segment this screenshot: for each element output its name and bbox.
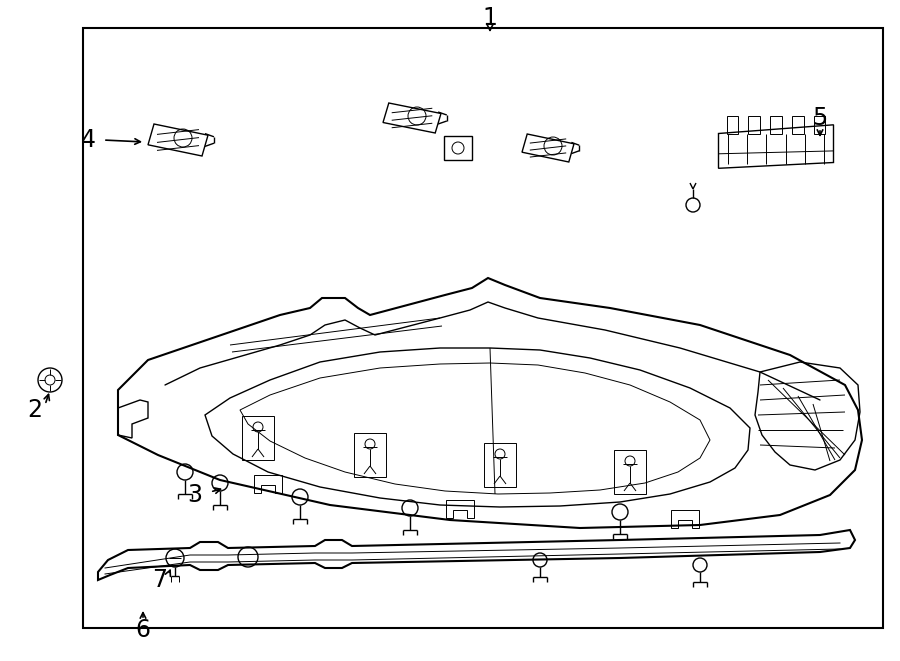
Text: 5: 5: [813, 106, 828, 130]
Text: 7: 7: [152, 568, 167, 592]
Text: 2: 2: [28, 398, 42, 422]
Text: 4: 4: [80, 128, 95, 152]
Text: 3: 3: [187, 483, 202, 507]
Bar: [83, 28, 883, 628]
Text: 1: 1: [482, 6, 498, 30]
Text: 6: 6: [136, 618, 150, 642]
